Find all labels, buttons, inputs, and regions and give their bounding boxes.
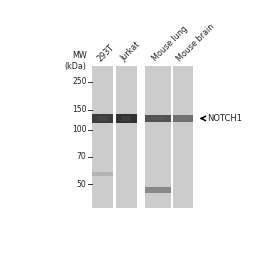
Text: 70: 70	[77, 152, 87, 161]
Bar	[151, 116, 165, 120]
Bar	[173, 115, 193, 122]
Text: Mouse lung: Mouse lung	[151, 24, 189, 63]
Text: Mouse brain: Mouse brain	[175, 22, 217, 63]
Text: 100: 100	[72, 125, 87, 134]
Bar	[145, 66, 171, 208]
Bar	[97, 116, 108, 121]
Text: NOTCH1: NOTCH1	[207, 114, 242, 123]
Text: 250: 250	[72, 77, 87, 86]
Text: Jurkat: Jurkat	[119, 40, 142, 63]
Bar	[145, 187, 171, 193]
Text: 150: 150	[72, 105, 87, 114]
Bar	[121, 116, 131, 121]
Bar	[151, 189, 165, 192]
Bar	[92, 173, 113, 176]
Bar	[116, 114, 137, 123]
Text: 293T: 293T	[95, 43, 115, 63]
Text: 50: 50	[77, 179, 87, 189]
Bar	[116, 66, 137, 208]
Bar	[178, 117, 188, 120]
Bar	[92, 114, 113, 123]
Bar	[173, 66, 193, 208]
Text: MW
(kDa): MW (kDa)	[65, 51, 87, 71]
Bar	[92, 66, 113, 208]
Bar	[97, 173, 108, 175]
Bar	[145, 115, 171, 122]
